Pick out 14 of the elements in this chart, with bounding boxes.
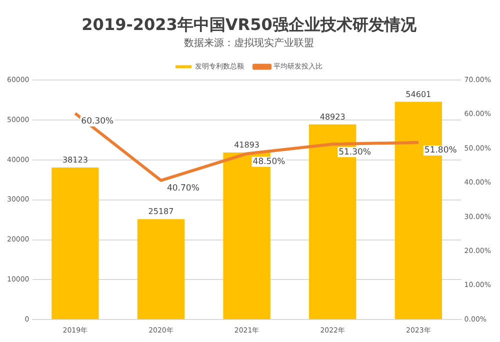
data-label: 51.80% — [424, 146, 457, 156]
data-label: 38123 — [62, 156, 88, 165]
bar — [137, 219, 185, 320]
data-label: 41893 — [234, 140, 260, 150]
data-label: 48923 — [320, 112, 346, 122]
chart-title: 2019-2023年中国VR50强企业技术研发情况 — [82, 14, 418, 34]
data-label: 51.30% — [338, 147, 372, 158]
data-label: 60.30% — [81, 116, 114, 127]
data-label: 54601 — [406, 90, 432, 99]
bar — [52, 167, 99, 320]
source-note: 数据来源：虚拟现实产业联盟 — [184, 36, 314, 49]
data-label: 40.70% — [166, 184, 200, 194]
data-label: 48.50% — [252, 156, 286, 167]
data-label: 25187 — [148, 207, 174, 216]
